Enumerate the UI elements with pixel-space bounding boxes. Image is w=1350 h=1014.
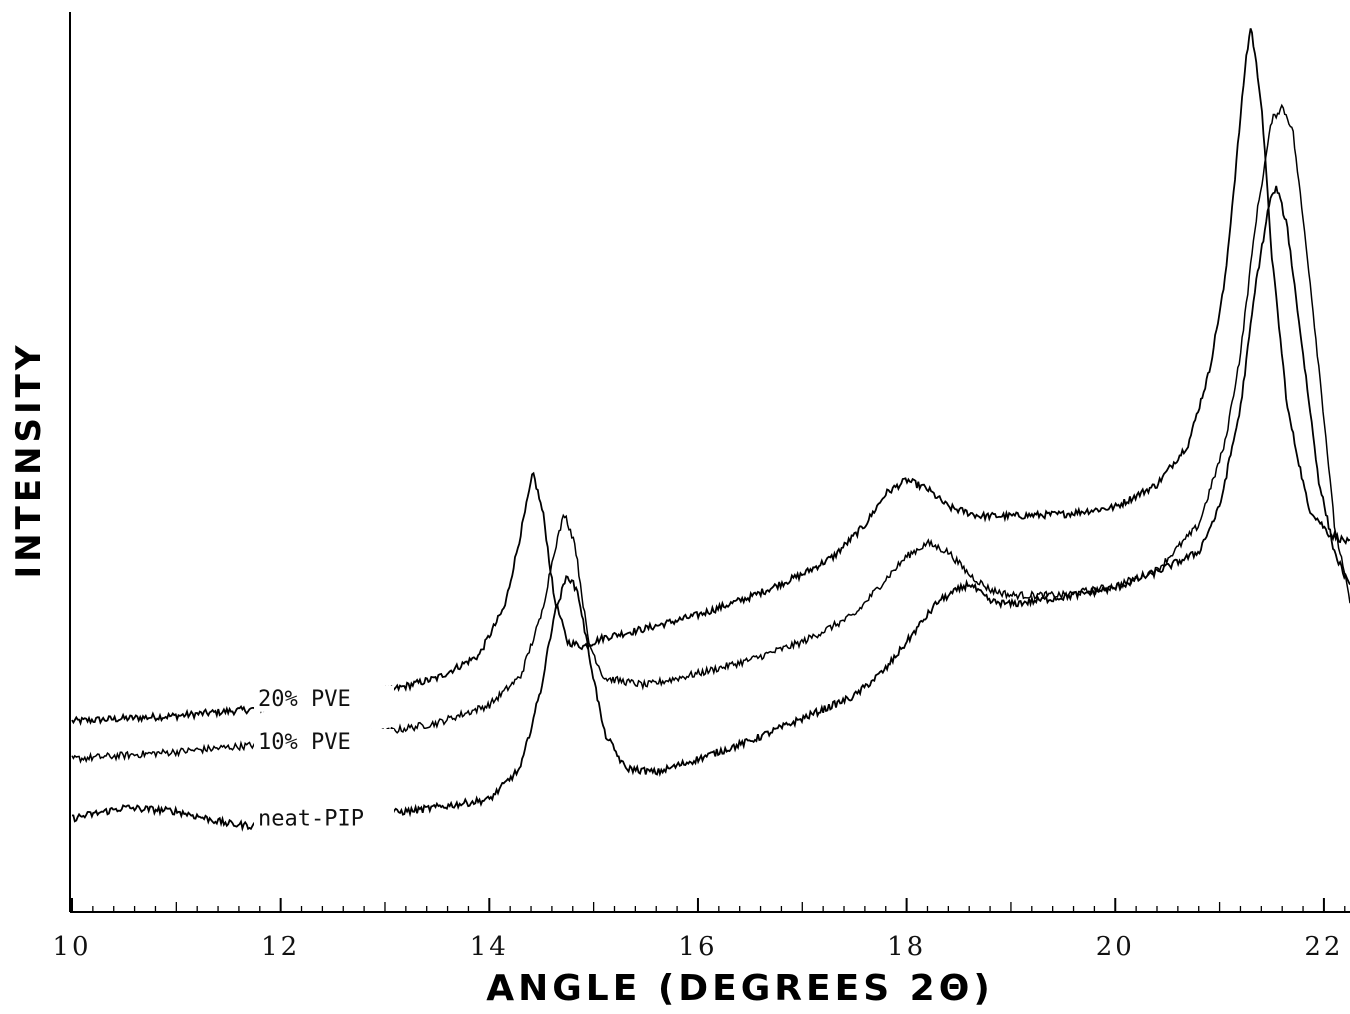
series-label-background	[254, 805, 394, 832]
axes	[69, 12, 1350, 913]
x-tick-label: 20	[1096, 932, 1135, 962]
x-tick-label: 16	[678, 932, 717, 962]
series-line-10-pve	[71, 103, 1350, 764]
x-tick-label: 12	[261, 932, 300, 962]
series-label: 20% PVE	[258, 687, 351, 712]
x-ticks	[71, 898, 1346, 912]
y-axis-title: INTENSITY	[9, 342, 49, 579]
x-axis-title: ANGLE (DEGREES 2Θ)	[486, 968, 994, 1009]
x-tick-label: 10	[52, 932, 91, 962]
series-label-background	[254, 729, 394, 755]
series-line-20-pve	[71, 28, 1350, 726]
series-label: neat-PIP	[258, 807, 364, 832]
series-label: 10% PVE	[258, 730, 351, 755]
series-label-background	[254, 685, 394, 712]
x-tick-labels: 10 12 14 16 18 20 22	[52, 932, 1343, 962]
x-tick-label: 18	[887, 932, 926, 962]
x-tick-label: 14	[470, 932, 509, 962]
series-labels: 20% PVE 10% PVE neat-PIP	[254, 685, 394, 832]
x-tick-label: 22	[1304, 932, 1343, 962]
